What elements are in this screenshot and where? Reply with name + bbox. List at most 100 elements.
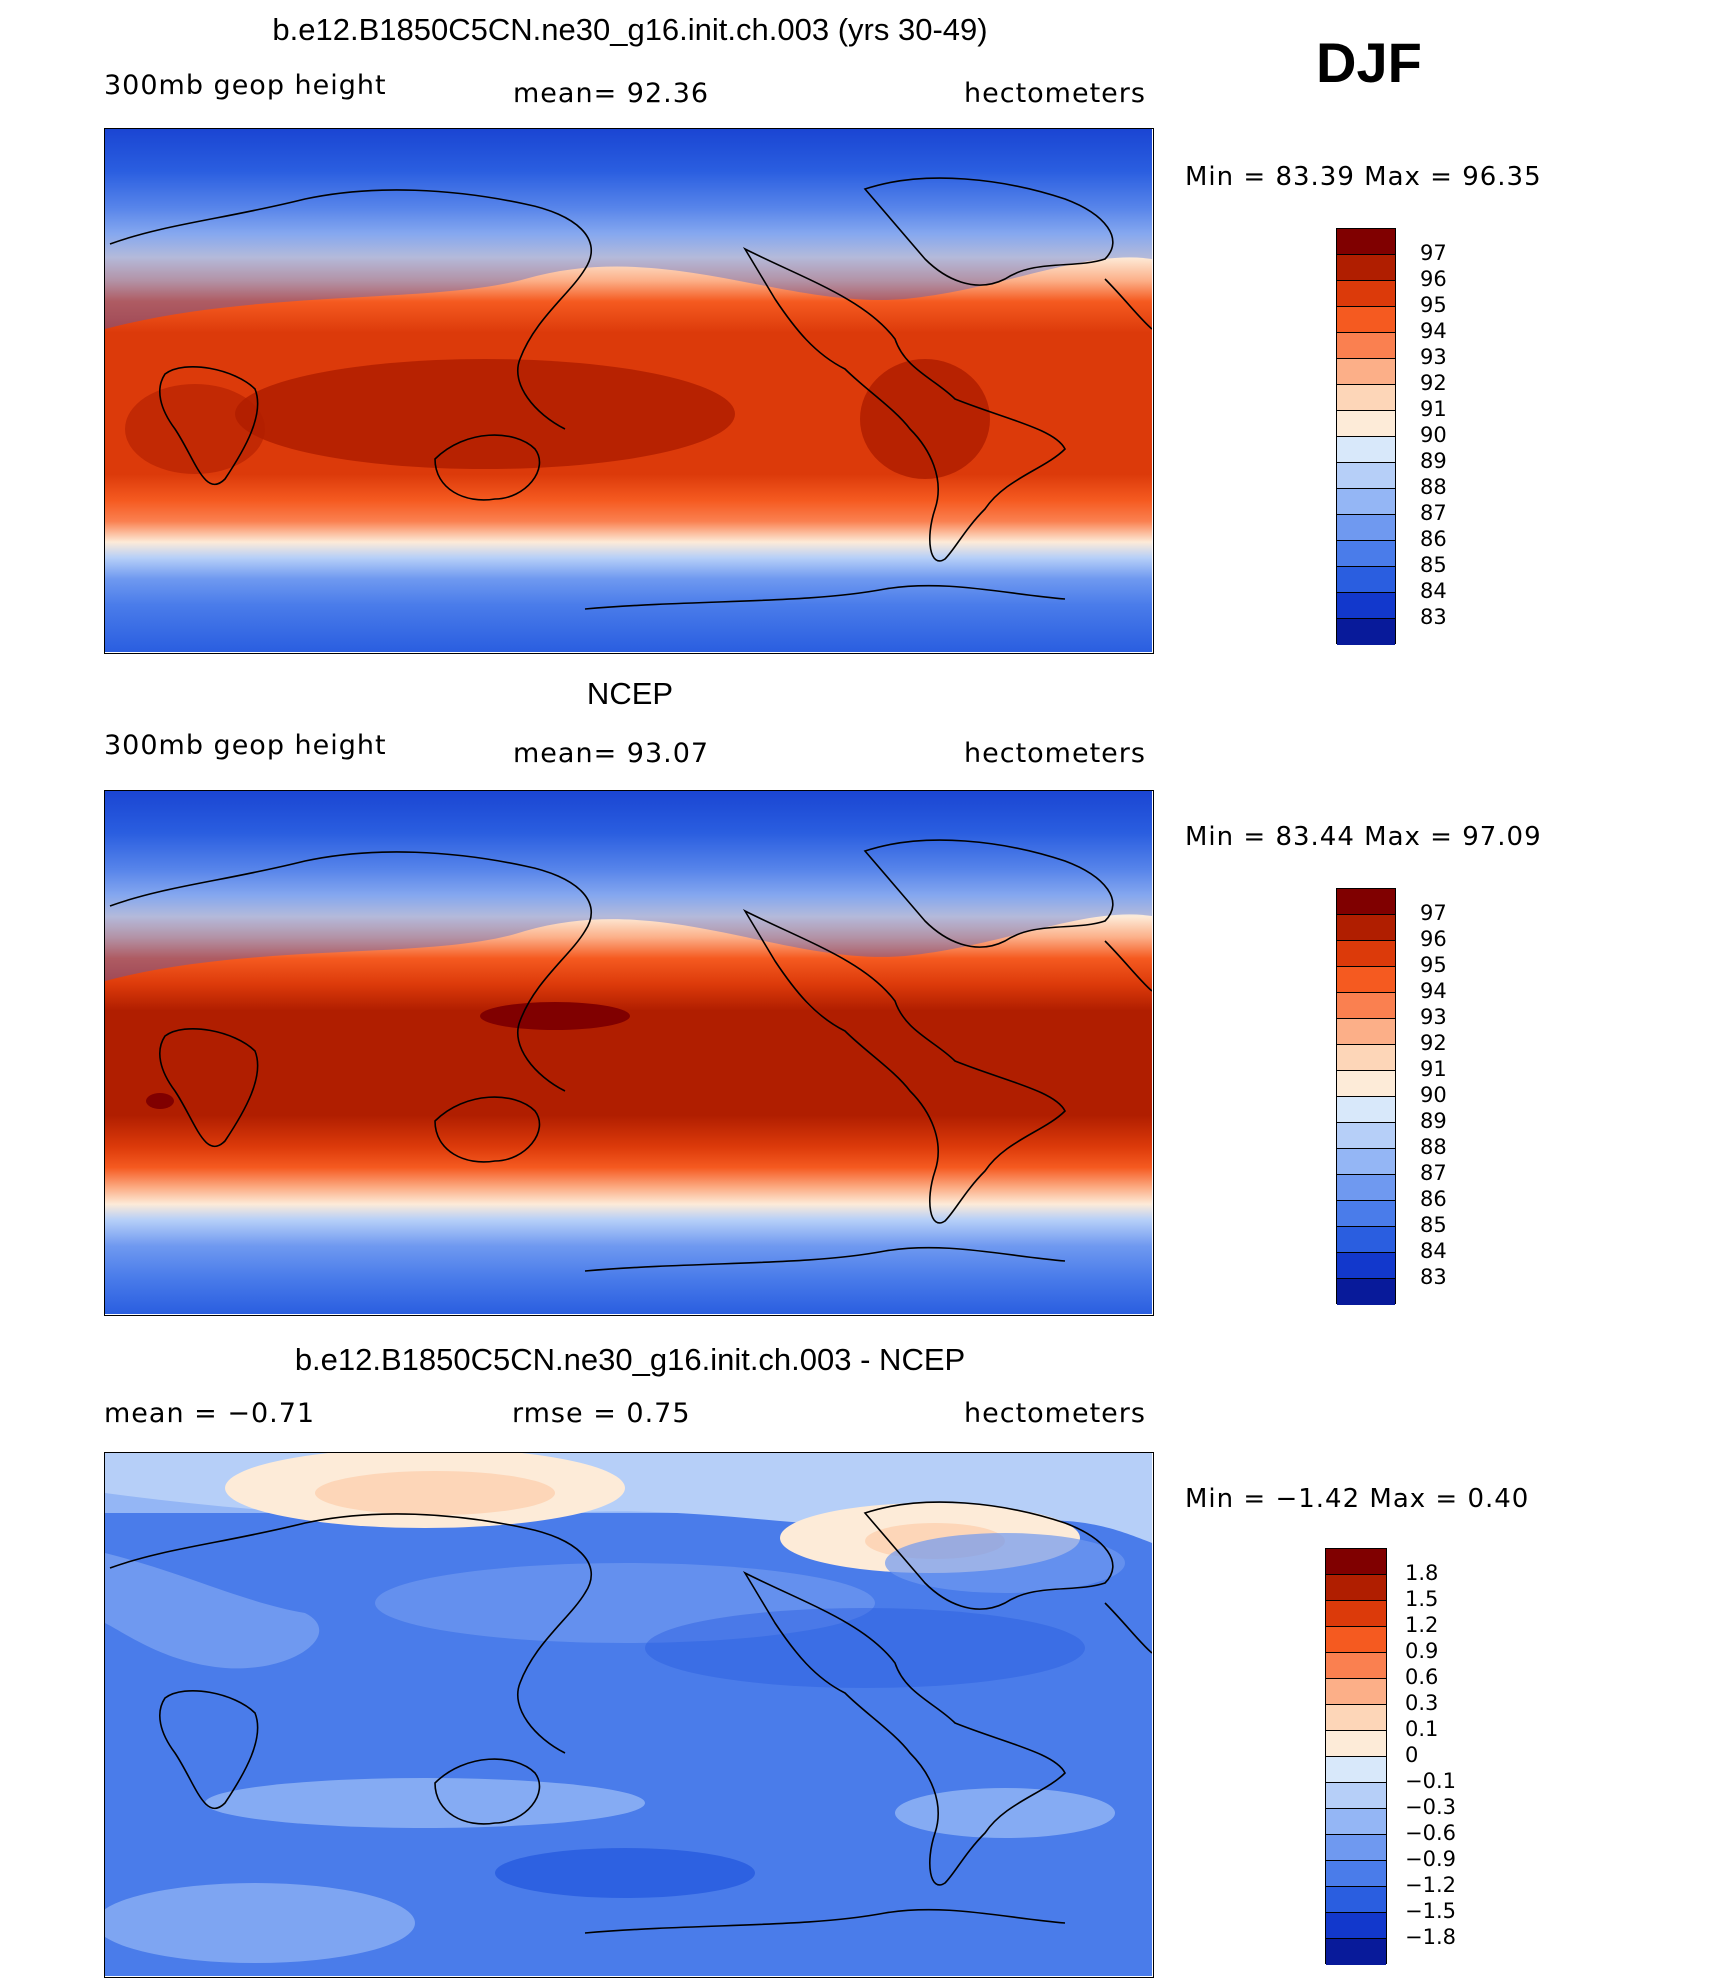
colorbar-swatch [1337,1149,1395,1175]
colorbar-swatch [1337,359,1395,385]
colorbar-swatch [1326,1809,1386,1835]
colorbar-tick-label: 89 [1420,1109,1447,1133]
colorbar-tick-label: −1.2 [1405,1873,1456,1897]
panel1-variable-label: 300mb geop height [104,70,387,101]
colorbar-swatch [1337,1175,1395,1201]
season-label: DJF [1316,31,1422,94]
colorbar-swatch [1337,1071,1395,1097]
panel1-units-label: hectometers [964,78,1146,109]
panel3-rmse-label: rmse = 0.75 [512,1398,691,1429]
panel2-minmax: Min = 83.44 Max = 97.09 [1185,822,1542,852]
colorbar-tick-label: 90 [1420,423,1447,447]
panel2-variable-label: 300mb geop height [104,730,387,761]
colorbar-swatch [1326,1679,1386,1705]
panel2-map [104,790,1154,1316]
colorbar-swatch [1337,1201,1395,1227]
colorbar-swatch [1337,541,1395,567]
colorbar-swatch [1326,1835,1386,1861]
colorbar-swatch [1337,307,1395,333]
colorbar-tick-label: 86 [1420,1187,1447,1211]
panel1-map [104,128,1154,654]
colorbar-swatch [1337,1253,1395,1279]
colorbar-swatch [1337,619,1395,645]
colorbar-swatch [1337,915,1395,941]
colorbar-swatch [1337,411,1395,437]
colorbar-tick-label: −0.1 [1405,1769,1456,1793]
colorbar-swatch [1337,463,1395,489]
panel3-units-label: hectometers [964,1398,1146,1429]
panel3-map [104,1452,1154,1978]
colorbar-swatch [1326,1549,1386,1575]
colorbar-swatch [1337,1019,1395,1045]
colorbar-tick-label: 1.2 [1405,1613,1439,1637]
colorbar-tick-label: 94 [1420,319,1447,343]
colorbar-tick-label: 89 [1420,449,1447,473]
colorbar-swatch [1326,1575,1386,1601]
colorbar-tick-label: 91 [1420,1057,1447,1081]
colorbar-tick-label: 0.3 [1405,1691,1439,1715]
colorbar-tick-label: 95 [1420,293,1447,317]
colorbar-tick-label: 83 [1420,605,1447,629]
colorbar-tick-label: 84 [1420,1239,1447,1263]
colorbar-swatch [1326,1757,1386,1783]
colorbar-tick-label: 0.6 [1405,1665,1439,1689]
colorbar-tick-label: −0.3 [1405,1795,1456,1819]
colorbar-swatch [1337,515,1395,541]
panel3-map-field [105,1453,1152,1976]
colorbar-tick-label: 92 [1420,371,1447,395]
colorbar-tick-label: 85 [1420,553,1447,577]
colorbar-tick-label: 93 [1420,345,1447,369]
panel3-minmax: Min = −1.42 Max = 0.40 [1185,1484,1529,1514]
colorbar-tick-label: 0.9 [1405,1639,1439,1663]
colorbar-swatch [1326,1783,1386,1809]
colorbar-swatch [1337,1123,1395,1149]
colorbar-tick-label: 97 [1420,241,1447,265]
colorbar-tick-label: −1.5 [1405,1899,1456,1923]
panel3-minmax-text: Min = −1.42 Max = 0.40 [1185,1484,1530,1514]
colorbar-tick-label: 84 [1420,579,1447,603]
colorbar-swatch [1326,1731,1386,1757]
colorbar-swatch [1326,1601,1386,1627]
colorbar-tick-label: 97 [1420,901,1447,925]
colorbar-swatch [1337,889,1395,915]
colorbar-swatch [1326,1705,1386,1731]
colorbar-tick-label: 87 [1420,1161,1447,1185]
colorbar-tick-label: −1.8 [1405,1925,1456,1949]
colorbar-swatch [1337,489,1395,515]
colorbar-swatch [1326,1627,1386,1653]
panel1-colorbar [1336,228,1396,645]
panel1-minmax-text: Min = 83.39 Max = 96.35 [1185,162,1542,192]
colorbar-swatch [1326,1861,1386,1887]
colorbar-tick-label: 83 [1420,1265,1447,1289]
panel2-title: NCEP [586,676,674,711]
colorbar-swatch [1337,1227,1395,1253]
colorbar-tick-label: 88 [1420,1135,1447,1159]
colorbar-swatch [1326,1887,1386,1913]
colorbar-swatch [1337,967,1395,993]
colorbar-swatch [1337,593,1395,619]
colorbar-tick-label: 88 [1420,475,1447,499]
panel2-colorbar [1336,888,1396,1305]
panel2-units-label: hectometers [964,738,1146,769]
colorbar-tick-label: 86 [1420,527,1447,551]
colorbar-tick-label: 91 [1420,397,1447,421]
colorbar-tick-label: 87 [1420,501,1447,525]
colorbar-tick-label: 92 [1420,1031,1447,1055]
panel3-title: b.e12.B1850C5CN.ne30_g16.init.ch.003 - N… [294,1342,966,1377]
colorbar-tick-label: 0 [1405,1743,1419,1767]
colorbar-tick-label: −0.6 [1405,1821,1456,1845]
panel2-map-field [105,791,1152,1314]
colorbar-tick-label: 94 [1420,979,1447,1003]
colorbar-tick-label: 1.5 [1405,1587,1439,1611]
panel1-mean-label: mean= 92.36 [513,78,710,109]
colorbar-tick-label: −0.9 [1405,1847,1456,1871]
colorbar-swatch [1337,941,1395,967]
colorbar-swatch [1337,229,1395,255]
panel1-map-field [105,129,1152,652]
colorbar-tick-label: 85 [1420,1213,1447,1237]
colorbar-swatch [1337,333,1395,359]
panel3-colorbar [1325,1548,1387,1965]
colorbar-swatch [1337,1097,1395,1123]
colorbar-tick-label: 90 [1420,1083,1447,1107]
panel1-title: b.e12.B1850C5CN.ne30_g16.init.ch.003 (yr… [272,12,988,47]
